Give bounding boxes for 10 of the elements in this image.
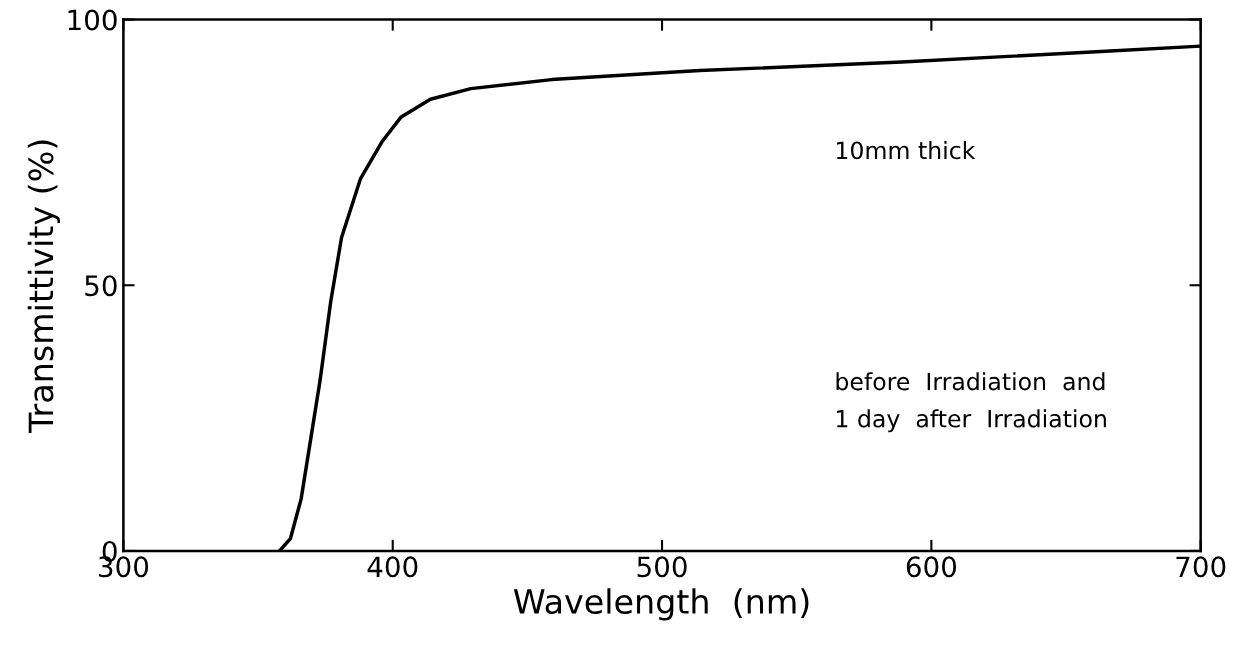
x-tick-label: 700: [1176, 556, 1226, 578]
x-axis-title: Wavelength (nm): [513, 588, 809, 621]
x-tick-label: 400: [367, 556, 418, 578]
y-tick-label: 100: [68, 9, 117, 31]
x-tick-label: 500: [637, 556, 687, 578]
y-axis-title: Transmittivity (%): [27, 140, 60, 433]
y-tick-label: 50: [85, 275, 117, 297]
annotation: before Irradiation and 1 day after Irradiation: [836, 372, 1106, 433]
x-tick-label: 600: [906, 556, 957, 578]
annotation: 10mm thick: [837, 140, 976, 160]
